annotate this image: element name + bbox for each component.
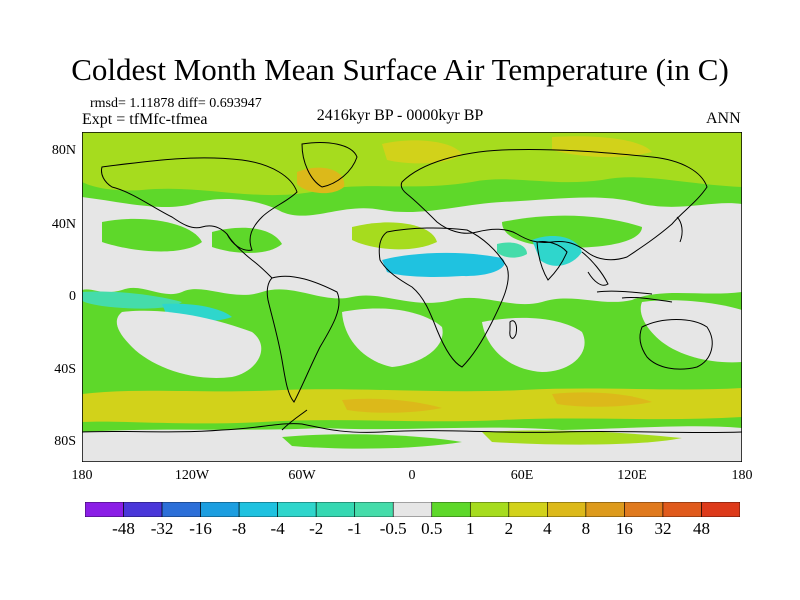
southeast-asia-outline <box>581 251 609 286</box>
lat-label-0: 0 <box>69 289 76 304</box>
colorbar-label: -0.5 <box>379 519 407 538</box>
indonesia-outline <box>596 290 673 303</box>
india-cool-anomaly <box>532 236 582 266</box>
colorbar-label: -48 <box>112 519 135 538</box>
north-neutral-band <box>82 197 742 305</box>
lat-label-80s: 80S <box>54 434 76 449</box>
stats-text: rmsd= 1.11878 diff= 0.693947 <box>90 96 262 111</box>
antarctic-peninsula-outline <box>281 409 308 431</box>
north-pacific-green <box>102 218 202 252</box>
siberia-warm-patch <box>552 136 652 158</box>
antarctica-green <box>282 434 462 449</box>
india-outline <box>536 241 568 281</box>
colorbar-label: -32 <box>150 519 174 538</box>
experiment-label: Expt = tfMfc-tfmea <box>82 111 208 128</box>
colorbar-label: -16 <box>189 519 212 538</box>
antarctica-outline <box>82 423 742 434</box>
colorbar-label: 4 <box>543 519 552 538</box>
colorbar-swatch <box>315 502 356 517</box>
period-label: 2416kyr BP - 0000kyr BP <box>316 107 484 124</box>
colorbar-label: 16 <box>615 519 633 538</box>
colorbar-swatch <box>547 502 587 517</box>
greenland-outline <box>301 142 358 188</box>
lon-label-60e: 60E <box>510 468 534 483</box>
madagascar-outline <box>509 320 517 339</box>
colorbar-swatch <box>161 502 201 517</box>
southern-ocean-orange <box>342 398 442 413</box>
south-atlantic-neutral <box>342 308 443 367</box>
north-atlantic-green <box>352 222 437 250</box>
lon-label-180w: 180 <box>71 468 93 483</box>
lon-label-0: 0 <box>408 468 416 483</box>
colorbar-label: 48 <box>692 519 710 538</box>
colorbar-swatch <box>123 502 163 517</box>
lat-label-40n: 40N <box>51 217 76 232</box>
colorbar-swatch <box>200 502 240 517</box>
na-green <box>212 227 282 253</box>
lat-label-80n: 80N <box>51 143 76 158</box>
indian-ocean-neutral <box>482 317 585 372</box>
greenland-warm-patch <box>297 167 345 194</box>
colorbar-label: -2 <box>309 519 324 538</box>
coastlines <box>82 142 742 434</box>
lon-label-120e: 120E <box>617 468 647 483</box>
australia-outline <box>639 319 713 370</box>
colorbar-swatch <box>277 502 317 517</box>
colorbar-label: 32 <box>654 519 672 538</box>
antarctica-green-2 <box>482 430 682 445</box>
arabia-cool-anomaly <box>497 242 527 258</box>
colorbar-swatch <box>508 502 548 517</box>
lat-label-40s: 40S <box>54 362 76 377</box>
colorbar-swatch <box>701 502 740 517</box>
colorbar-label: -8 <box>232 519 247 538</box>
colorbar-label: -1 <box>347 519 362 538</box>
australia-neutral <box>640 300 742 363</box>
japan-outline <box>676 216 683 243</box>
tropical-pacific-cool <box>82 291 182 309</box>
colorbar-label: -4 <box>270 519 285 538</box>
colorbar-label: 8 <box>581 519 591 538</box>
colorbar-swatch <box>85 502 124 517</box>
colorbar-swatch <box>624 502 664 517</box>
colorbar-swatch <box>662 502 702 517</box>
colorbar-swatch <box>392 502 433 517</box>
central-america-outline <box>226 233 273 279</box>
arctic-warm-patch <box>382 140 462 164</box>
plot-title: Coldest Month Mean Surface Air Temperatu… <box>71 52 729 87</box>
south-pacific-neutral <box>116 310 262 378</box>
north-america-outline <box>101 157 298 251</box>
southern-ocean-orange-2 <box>552 392 652 407</box>
lon-label-120w: 120W <box>174 468 210 483</box>
colorbar-label: 2 <box>504 519 514 538</box>
lon-label-60w: 60W <box>288 468 316 483</box>
colorbar-swatch <box>238 502 278 517</box>
sahara-cool-anomaly <box>382 252 505 277</box>
colorbar-swatch <box>354 502 394 517</box>
temperature-map <box>82 132 742 462</box>
colorbar <box>85 502 740 517</box>
colorbar-swatch <box>585 502 625 517</box>
colorbar-label: 1 <box>466 519 475 538</box>
season-label: ANN <box>706 110 741 127</box>
africa-outline <box>378 227 509 368</box>
colorbar-swatch <box>431 502 471 517</box>
lon-label-180e: 180 <box>731 468 753 483</box>
eurasia-outline <box>400 148 708 261</box>
south-america-outline <box>266 275 340 403</box>
colorbar-label: 0.5 <box>421 519 443 538</box>
colorbar-swatch <box>469 502 510 517</box>
